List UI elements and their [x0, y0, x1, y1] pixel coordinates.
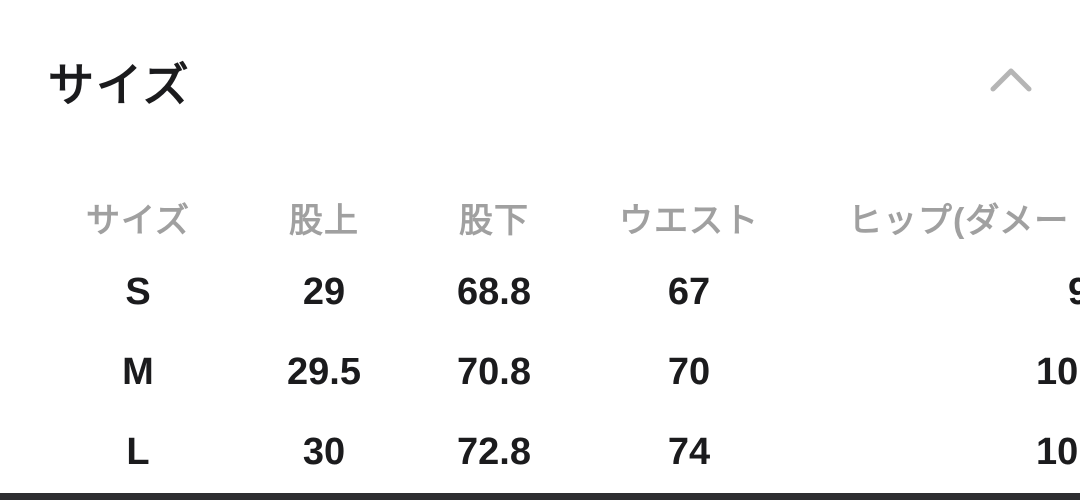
column-header-size: サイズ	[86, 201, 190, 240]
column-header-hip: ヒップ(ダメー	[848, 201, 1070, 240]
column-header-waist: ウエスト	[619, 201, 759, 240]
size-label: M	[122, 350, 154, 393]
rise-value: 29.5	[287, 350, 361, 393]
waist-value: 67	[667, 270, 711, 313]
rise-value: 29	[302, 270, 346, 313]
table-row-size-m: M 29.5 70.8 70 10	[38, 332, 1080, 412]
size-table-scroll-region[interactable]: サイズ 股上 股下 ウエスト ヒップ(ダメー S 29 68.8 67 9 M …	[38, 177, 1080, 493]
size-table-header-row: サイズ 股上 股下 ウエスト ヒップ(ダメー	[38, 177, 1080, 257]
table-row-size-l: L 30 72.8 74 10	[38, 412, 1080, 492]
inseam-value: 72.8	[457, 430, 531, 473]
waist-value: 74	[667, 430, 711, 473]
size-label: S	[125, 270, 151, 313]
hip-value: 10	[1036, 430, 1079, 473]
waist-value: 70	[667, 350, 711, 393]
section-title: サイズ	[48, 59, 191, 111]
rise-value: 30	[302, 430, 346, 473]
inseam-value: 68.8	[457, 270, 531, 313]
chevron-up-icon	[989, 66, 1033, 94]
table-row-size-s: S 29 68.8 67 9	[38, 252, 1080, 332]
size-label: L	[126, 430, 150, 473]
column-header-inseam: 股下	[459, 201, 529, 240]
hip-value: 9	[1068, 270, 1080, 313]
hip-value: 10	[1036, 350, 1079, 393]
collapse-section-button[interactable]	[983, 60, 1039, 100]
bottom-edge-bar	[0, 493, 1080, 500]
inseam-value: 70.8	[457, 350, 531, 393]
column-header-rise: 股上	[289, 201, 359, 240]
